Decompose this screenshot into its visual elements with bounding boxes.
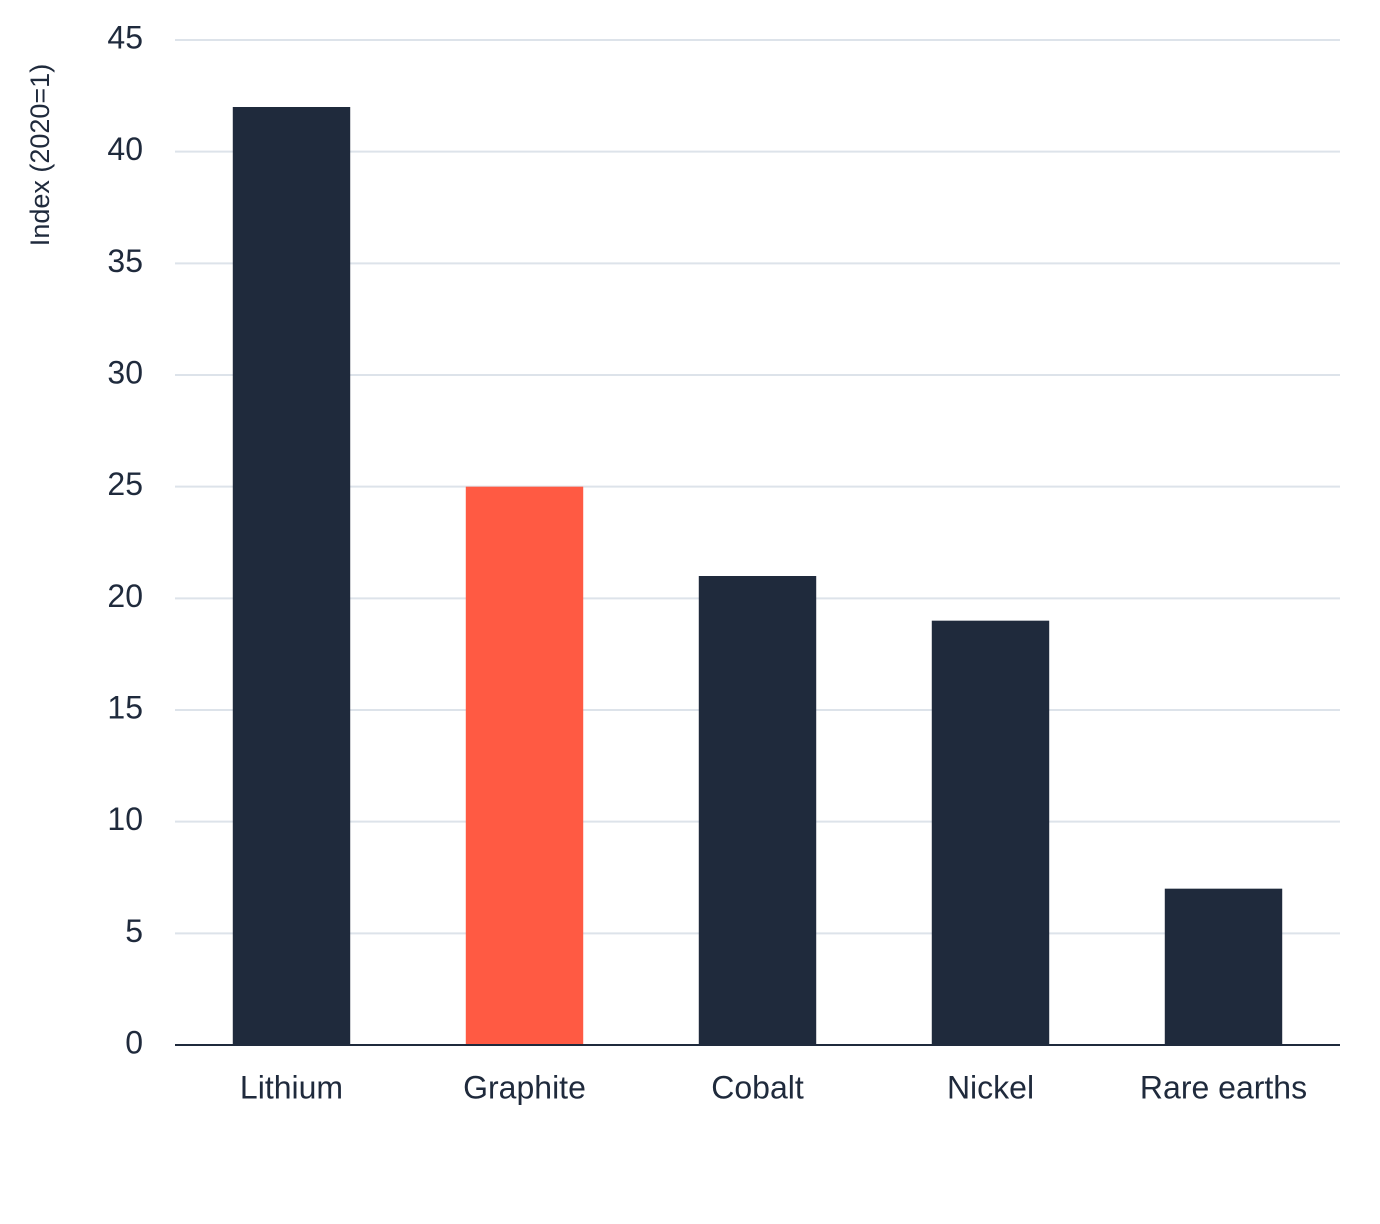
y-tick-label: 40 xyxy=(107,131,143,167)
y-tick-label: 10 xyxy=(107,801,143,837)
y-tick-label: 30 xyxy=(107,354,143,390)
y-tick-label: 5 xyxy=(125,913,143,949)
y-tick-label: 25 xyxy=(107,466,143,502)
y-tick-label: 35 xyxy=(107,243,143,279)
x-tick-label: Nickel xyxy=(947,1069,1034,1105)
x-tick-label: Rare earths xyxy=(1140,1069,1307,1105)
bar xyxy=(232,107,351,1045)
x-tick-label: Lithium xyxy=(240,1069,343,1105)
bar xyxy=(698,576,817,1045)
y-tick-label: 15 xyxy=(107,689,143,725)
x-tick-label: Graphite xyxy=(463,1069,586,1105)
y-axis-title: Index (2020=1) xyxy=(25,64,55,246)
bar xyxy=(465,486,584,1046)
y-tick-label: 45 xyxy=(107,19,143,55)
x-tick-label: Cobalt xyxy=(711,1069,804,1105)
bar xyxy=(931,620,1050,1045)
y-tick-label: 0 xyxy=(125,1024,143,1060)
y-tick-label: 20 xyxy=(107,578,143,614)
bar xyxy=(1164,888,1283,1045)
